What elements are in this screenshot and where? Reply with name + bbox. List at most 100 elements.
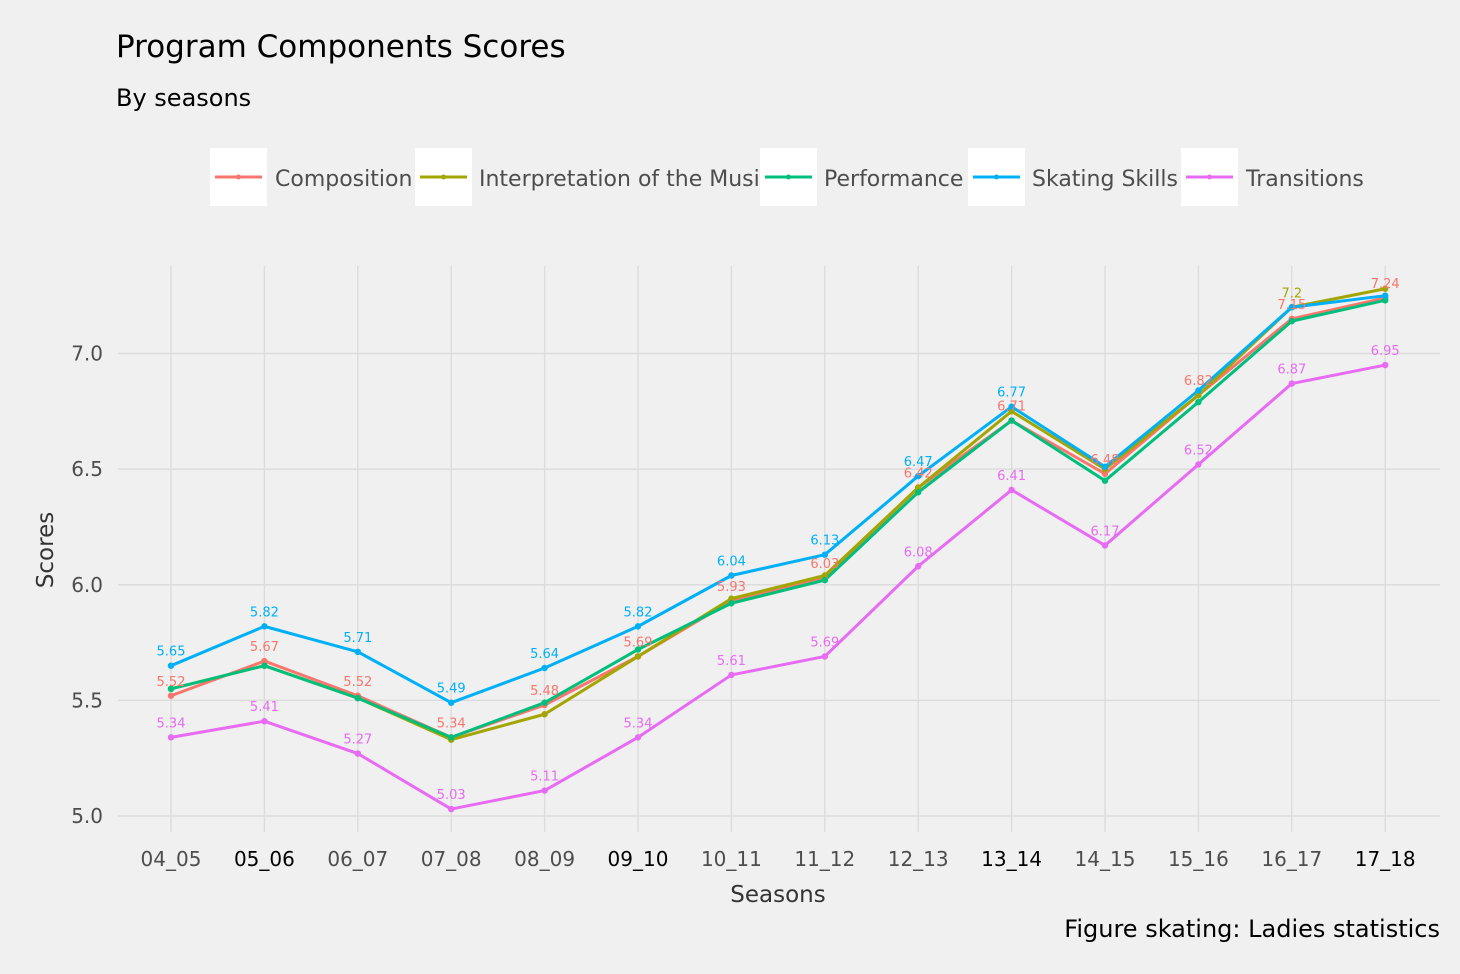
data-label: 7.15 [1277, 298, 1306, 313]
data-point [354, 648, 361, 656]
data-label: 5.93 [717, 580, 746, 595]
data-point [915, 489, 922, 496]
legend-label: Interpretation of the Music [479, 167, 772, 192]
data-label: 5.34 [437, 716, 466, 731]
data-point [448, 734, 455, 741]
data-label: 5.67 [250, 640, 279, 655]
legend-key-point [441, 174, 446, 180]
series-line [170, 363, 1386, 811]
data-point [634, 646, 642, 653]
data-point [354, 694, 361, 702]
series-line [170, 287, 1386, 742]
chart-subtitle: By seasons [116, 84, 251, 112]
data-point [167, 692, 175, 699]
data-point [1195, 391, 1202, 399]
data-label: 5.64 [530, 647, 559, 662]
data-point [354, 750, 361, 757]
data-point [1382, 285, 1389, 292]
data-label: 6.48 [1091, 453, 1120, 468]
data-point [634, 623, 642, 630]
data-label: 5.49 [437, 682, 466, 697]
x-tick-label: 08_09 [514, 847, 575, 871]
data-label: 5.69 [624, 635, 653, 650]
legend-item: Skating Skills [968, 148, 1178, 206]
data-label: 5.71 [343, 631, 372, 646]
data-point [541, 711, 548, 718]
data-point [728, 595, 735, 602]
data-label: 5.52 [157, 675, 186, 690]
data-point [1382, 361, 1389, 369]
data-label: 6.77 [997, 386, 1026, 401]
data-point [1288, 304, 1296, 311]
data-point [261, 662, 268, 669]
data-label: 5.61 [717, 654, 746, 669]
data-point [1195, 461, 1202, 468]
legend-key-point [994, 174, 999, 180]
x-tick-label: 09_10 [608, 847, 669, 871]
chart-caption: Figure skating: Ladies statistics [1064, 915, 1440, 943]
data-label: 5.34 [624, 716, 653, 731]
data-point [728, 671, 735, 679]
y-tick-label: 5.5 [71, 688, 103, 712]
data-label: 5.27 [343, 733, 372, 748]
x-tick-label: 11_12 [794, 847, 855, 871]
data-label: 5.41 [250, 700, 279, 715]
series-lines [170, 287, 1386, 811]
data-point [821, 572, 828, 579]
data-label: 6.87 [1277, 363, 1306, 378]
legend-item: Composition [210, 148, 412, 206]
data-point [1101, 542, 1109, 549]
data-point [1382, 297, 1389, 304]
data-label: 6.13 [810, 534, 839, 549]
y-tick-label: 7.0 [71, 342, 103, 366]
data-label: 6.41 [997, 469, 1026, 484]
data-point [1008, 486, 1015, 494]
data-label: 5.48 [530, 684, 559, 699]
data-label: 5.34 [157, 716, 186, 731]
data-label: 6.47 [904, 455, 933, 470]
data-point [167, 734, 175, 741]
data-label: 5.03 [437, 788, 466, 803]
data-point [1101, 477, 1109, 484]
legend-item: Performance [760, 148, 963, 206]
data-label: 5.52 [343, 675, 372, 690]
data-label: 5.11 [530, 770, 559, 785]
data-point [261, 657, 268, 665]
data-point [915, 484, 922, 491]
data-label: 6.03 [810, 557, 839, 572]
series-line [170, 296, 1386, 739]
series-points [167, 285, 1389, 813]
x-axis-title: Seasons [730, 882, 825, 908]
x-tick-label: 17_18 [1355, 847, 1416, 871]
x-tick-label: 15_16 [1168, 847, 1229, 871]
data-point [1101, 470, 1109, 477]
data-labels: 5.52 5.67 5.52 5.34 5.48 5.69 5.93 6.03 6.42 6.71… [157, 277, 1400, 803]
series-line [170, 294, 1386, 705]
data-label: 7.2 [1281, 286, 1302, 301]
data-point [915, 472, 922, 480]
data-point [728, 600, 735, 607]
legend-label: Transitions [1245, 167, 1364, 192]
series-line [170, 298, 1386, 739]
data-point [1288, 317, 1296, 325]
data-point [167, 685, 175, 693]
x-axis-ticks: 04_05 05_06 06_07 07_08 08_09 09_10 10_11 11_12… [141, 847, 1416, 871]
data-point [1382, 292, 1389, 299]
data-point [821, 576, 828, 584]
y-tick-label: 6.0 [71, 573, 103, 597]
data-point [1195, 387, 1202, 394]
data-label: 6.42 [904, 467, 933, 482]
legend: Composition Interpretation of the Music Pe… [210, 148, 1364, 206]
data-label: 6.82 [1184, 374, 1213, 389]
data-point [821, 653, 828, 660]
data-label: 6.52 [1184, 444, 1213, 459]
data-point [915, 563, 922, 570]
data-label: 5.69 [810, 635, 839, 650]
data-label: 6.71 [997, 400, 1026, 415]
data-point [634, 734, 642, 741]
y-axis-ticks: 5.0 5.5 6.0 6.5 7.0 [71, 342, 103, 829]
data-point [728, 572, 735, 579]
x-tick-label: 13_14 [981, 847, 1042, 871]
legend-key-point [236, 174, 241, 180]
